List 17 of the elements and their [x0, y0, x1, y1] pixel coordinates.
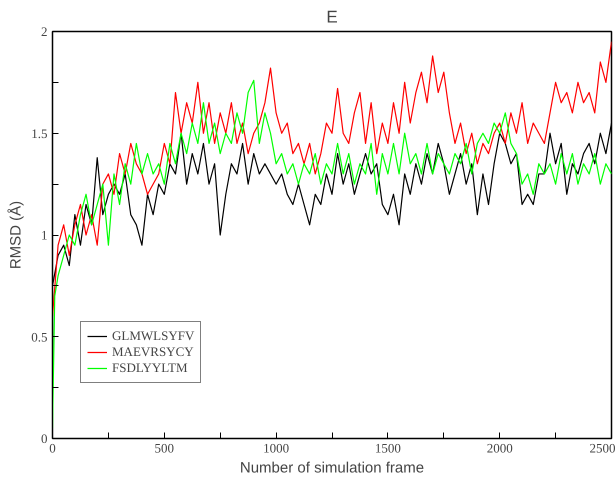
- x-tick-label: 500: [154, 440, 174, 456]
- legend-label: MAEVRSYCY: [112, 344, 194, 360]
- y-tick-label: 1.5: [31, 126, 48, 141]
- x-axis-title: Number of simulation frame: [240, 460, 424, 476]
- y-tick-label: 0: [41, 431, 48, 446]
- chart-title: E: [326, 8, 338, 26]
- legend-label: FSDLYYLTM: [112, 360, 188, 376]
- y-axis-title: RMSD (Å): [6, 200, 24, 270]
- x-tick-label: 1000: [263, 440, 290, 456]
- line-series: [52, 41, 612, 317]
- x-tick-label: 2000: [486, 440, 513, 456]
- y-tick-label: 1: [41, 228, 48, 242]
- legend-label: GLMWLSYFV: [112, 328, 194, 344]
- y-tick-label: 2: [41, 24, 48, 39]
- x-tick-label: 2500: [590, 440, 615, 456]
- y-tick-label: 0.5: [31, 329, 48, 344]
- x-tick-label: 1500: [374, 440, 401, 456]
